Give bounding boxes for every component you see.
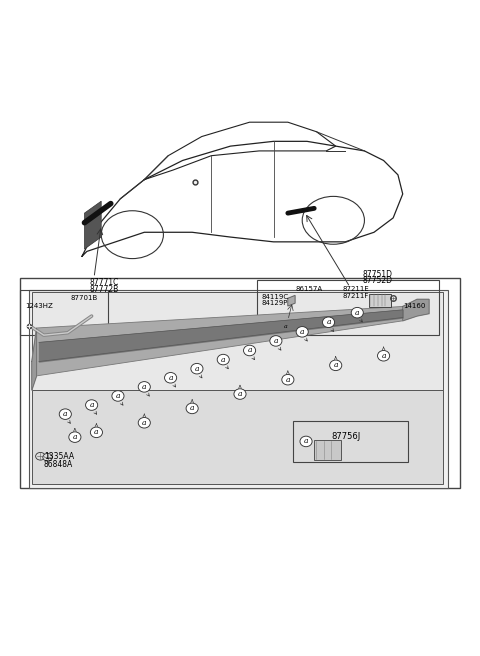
Ellipse shape — [69, 432, 81, 442]
Text: 87211E: 87211E — [343, 287, 370, 293]
Bar — [314, 440, 340, 460]
Ellipse shape — [90, 427, 102, 438]
Text: 87756J: 87756J — [331, 432, 360, 441]
Bar — [20, 277, 460, 488]
Text: 1335AA: 1335AA — [44, 453, 74, 461]
Text: a: a — [142, 419, 146, 427]
Text: 1243HZ: 1243HZ — [25, 303, 53, 309]
Text: a: a — [247, 346, 252, 354]
Text: 87771C: 87771C — [89, 277, 119, 287]
Bar — [369, 293, 391, 307]
Text: a: a — [326, 318, 331, 326]
Text: a: a — [381, 352, 386, 359]
Text: 87751D: 87751D — [362, 270, 392, 279]
Text: 87772B: 87772B — [89, 285, 119, 294]
Polygon shape — [32, 390, 444, 483]
Text: a: a — [300, 328, 304, 336]
Ellipse shape — [43, 453, 52, 461]
Ellipse shape — [59, 409, 72, 419]
Text: a: a — [221, 356, 226, 363]
Text: a: a — [116, 392, 120, 400]
Ellipse shape — [243, 345, 256, 356]
Ellipse shape — [296, 327, 308, 337]
Ellipse shape — [85, 400, 98, 410]
Text: a: a — [190, 404, 194, 413]
Ellipse shape — [300, 436, 312, 447]
Ellipse shape — [323, 317, 335, 327]
Bar — [257, 280, 439, 335]
Bar — [293, 421, 408, 462]
Bar — [20, 290, 108, 335]
Ellipse shape — [165, 373, 177, 383]
Text: a: a — [72, 433, 77, 441]
Text: a: a — [286, 376, 290, 384]
Ellipse shape — [378, 350, 390, 361]
Ellipse shape — [36, 453, 45, 460]
Text: a: a — [355, 309, 360, 317]
Polygon shape — [32, 292, 444, 390]
Polygon shape — [403, 299, 429, 321]
Ellipse shape — [234, 389, 246, 400]
Text: 87701B: 87701B — [70, 295, 97, 302]
Text: 87752D: 87752D — [362, 276, 392, 285]
Ellipse shape — [217, 354, 229, 365]
Ellipse shape — [330, 360, 342, 371]
Text: a: a — [238, 390, 242, 398]
Text: 14160: 14160 — [403, 303, 425, 309]
Text: a: a — [334, 361, 338, 369]
Polygon shape — [32, 328, 36, 390]
Text: a: a — [94, 428, 99, 436]
Polygon shape — [288, 295, 295, 306]
Ellipse shape — [351, 308, 363, 318]
Ellipse shape — [270, 336, 282, 346]
Text: 86848A: 86848A — [44, 460, 73, 469]
Ellipse shape — [191, 363, 203, 374]
Text: a: a — [142, 383, 146, 391]
Ellipse shape — [112, 391, 124, 401]
Polygon shape — [29, 290, 448, 488]
Text: a: a — [284, 323, 288, 329]
Ellipse shape — [282, 375, 294, 385]
Text: a: a — [274, 337, 278, 345]
Polygon shape — [36, 306, 403, 376]
Ellipse shape — [138, 417, 150, 428]
Polygon shape — [84, 201, 101, 249]
Text: a: a — [168, 374, 173, 382]
Text: 84119C: 84119C — [262, 293, 288, 300]
Text: a: a — [89, 401, 94, 409]
Text: a: a — [63, 410, 68, 418]
Ellipse shape — [138, 382, 150, 392]
Ellipse shape — [186, 403, 198, 414]
Text: 84129P: 84129P — [262, 300, 288, 306]
Text: a: a — [304, 438, 308, 445]
Text: 86157A: 86157A — [295, 287, 322, 293]
Text: 87211F: 87211F — [343, 293, 369, 299]
Text: a: a — [195, 365, 199, 373]
